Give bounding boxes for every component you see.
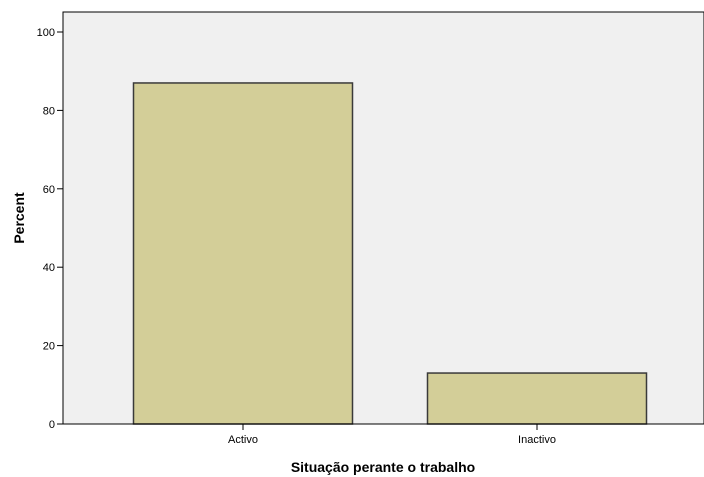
bar-inactivo (426, 372, 648, 425)
x-tick-label: Inactivo (518, 434, 556, 446)
y-tick-label: 100 (37, 27, 55, 39)
y-axis-title: Percent (11, 192, 27, 244)
y-axis-ticks: 0 20 40 60 80 100 (37, 27, 63, 431)
y-tick-label: 80 (43, 105, 55, 117)
x-axis-title: Situação perante o trabalho (291, 459, 475, 475)
y-tick-label: 40 (43, 262, 55, 274)
bar-activo (132, 82, 354, 425)
y-tick-label: 60 (43, 184, 55, 196)
y-tick-label: 20 (43, 341, 55, 353)
y-tick-label: 0 (49, 419, 55, 431)
x-tick-label: Activo (228, 434, 258, 446)
x-axis-ticks: Activo Inactivo (228, 424, 556, 446)
